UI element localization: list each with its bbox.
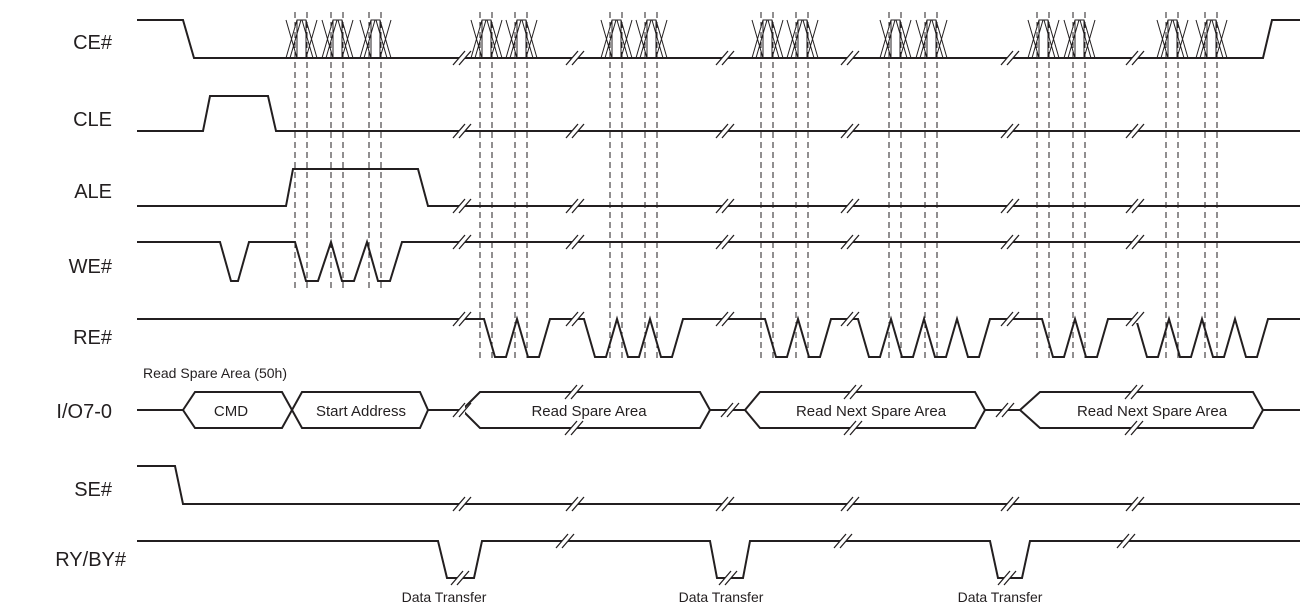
waveform-cle: [137, 95, 1300, 132]
break-mark: [565, 198, 585, 214]
label-ryby: RY/BY#: [55, 549, 127, 571]
break-mark: [840, 50, 860, 66]
break-mark: [452, 50, 472, 66]
break-mark: [1125, 123, 1145, 139]
break-mark: [1116, 533, 1136, 549]
break-mark: [840, 198, 860, 214]
break-mark: [995, 402, 1015, 418]
break-mark: [452, 496, 472, 512]
break-mark: [843, 420, 863, 436]
bus-read-label-1: Read Spare Area: [531, 403, 647, 420]
break-mark: [1124, 420, 1144, 436]
bus-read-label-2: Read Next Spare Area: [796, 403, 947, 420]
break-mark: [715, 311, 735, 327]
break-mark: [1125, 311, 1145, 327]
break-mark: [840, 496, 860, 512]
break-mark: [1000, 50, 1020, 66]
break-mark: [555, 533, 575, 549]
signal-labels: CE# CLE ALE WE# RE# I/O7-0 SE# RY/BY#: [55, 32, 127, 571]
break-mark: [1125, 198, 1145, 214]
break-mark: [715, 496, 735, 512]
bus-read-label-3: Read Next Spare Area: [1077, 403, 1228, 420]
break-mark: [564, 384, 584, 400]
break-mark: [1000, 198, 1020, 214]
break-mark: [452, 311, 472, 327]
break-mark: [450, 570, 470, 586]
waveform-ryby: [137, 540, 1300, 579]
break-mark: [565, 234, 585, 250]
break-mark: [1000, 496, 1020, 512]
label-cle: CLE: [73, 109, 112, 131]
break-mark: [452, 234, 472, 250]
break-mark: [840, 311, 860, 327]
bus-cmd-label: CMD: [214, 403, 248, 420]
break-mark: [840, 123, 860, 139]
break-mark: [715, 198, 735, 214]
break-mark: [565, 50, 585, 66]
break-mark: [997, 570, 1017, 586]
break-mark: [1000, 234, 1020, 250]
break-mark: [565, 496, 585, 512]
label-we: WE#: [69, 256, 113, 278]
label-ale: ALE: [74, 181, 112, 203]
waveform-ale: [137, 168, 1300, 207]
data-transfer-label-3: Data Transfer: [958, 589, 1043, 605]
timing-guides: [294, 12, 1218, 360]
label-se: SE#: [74, 479, 113, 501]
break-mark: [1000, 311, 1020, 327]
break-mark: [1124, 384, 1144, 400]
label-ce: CE#: [73, 32, 113, 54]
break-mark: [1000, 123, 1020, 139]
waveform-we: [137, 238, 1300, 282]
break-mark: [452, 198, 472, 214]
waveform-io-bus: [137, 391, 1300, 429]
label-io: I/O7-0: [56, 401, 112, 423]
break-mark: [715, 123, 735, 139]
break-mark: [840, 234, 860, 250]
label-re: RE#: [73, 327, 113, 349]
command-note: Read Spare Area (50h): [143, 365, 287, 381]
data-transfer-label-1: Data Transfer: [402, 589, 487, 605]
break-mark: [715, 50, 735, 66]
waveform-se: [137, 465, 1300, 505]
break-mark: [720, 402, 740, 418]
break-mark: [452, 123, 472, 139]
bus-address-label: Start Address: [316, 403, 406, 420]
break-mark: [718, 570, 738, 586]
break-mark: [1125, 496, 1145, 512]
break-mark: [715, 234, 735, 250]
break-mark: [565, 123, 585, 139]
break-marks: [450, 50, 1145, 586]
waveform-re: [137, 315, 1300, 358]
break-mark: [565, 311, 585, 327]
data-transfer-label-2: Data Transfer: [679, 589, 764, 605]
break-mark: [564, 420, 584, 436]
break-mark: [1125, 234, 1145, 250]
waveform-ce: [137, 19, 1300, 59]
break-mark: [1125, 50, 1145, 66]
break-mark: [833, 533, 853, 549]
break-mark: [452, 402, 472, 418]
break-mark: [843, 384, 863, 400]
